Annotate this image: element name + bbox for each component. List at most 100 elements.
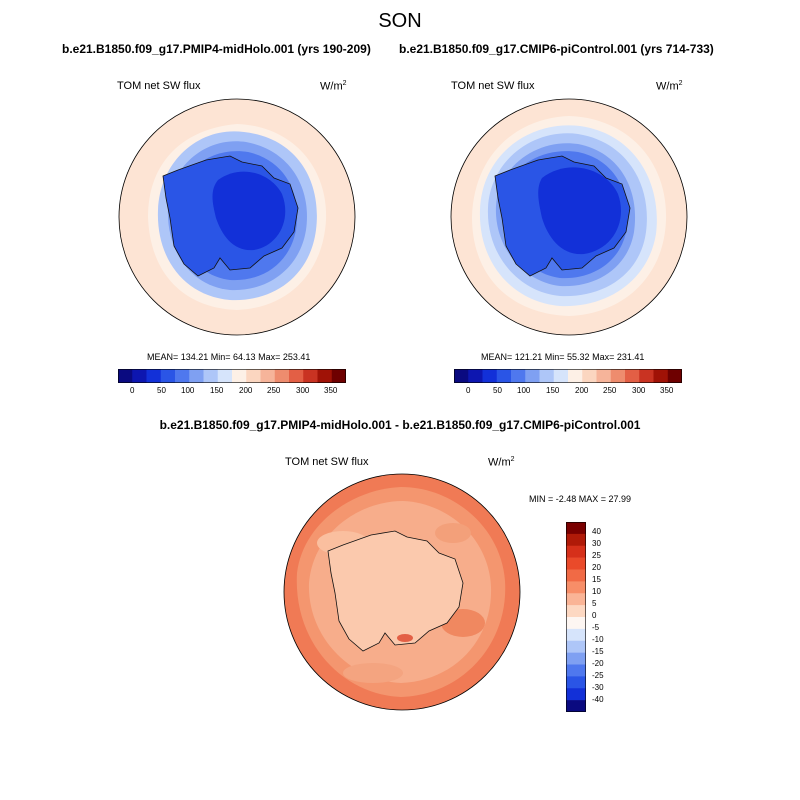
colorbar-swatch [468,369,483,383]
left-tick: 150 [210,386,224,395]
colorbar-swatch [454,369,469,383]
diff-stats: MIN = -2.48 MAX = 27.99 [529,494,632,504]
colorbar-swatch [482,369,498,383]
diff-tick: -15 [592,647,604,656]
diff-tick: 0 [592,611,597,620]
right-variable-label: TOM net SW flux [451,80,535,92]
right-case-title: b.e21.B1850.f09_g17.CMIP6-piControl.001 … [399,42,714,56]
colorbar-swatch [566,617,586,630]
colorbar-swatch [146,369,162,383]
diff-colorbar [566,522,586,712]
figure-title: SON [378,10,422,32]
colorbar-swatch [653,369,669,383]
colorbar-swatch [566,522,586,535]
colorbar-swatch [566,640,586,653]
colorbar-swatch [539,369,555,383]
right-tick: 50 [493,386,502,395]
colorbar-swatch [566,628,586,642]
colorbar-swatch [596,369,612,383]
left-tick: 0 [130,386,135,395]
colorbar-swatch [217,369,233,383]
left-colorbar-ticks: 0 50 100 150 200 250 300 350 [118,386,346,398]
colorbar-swatch [331,369,346,383]
colorbar-swatch [511,369,526,383]
colorbar-swatch [566,664,586,677]
colorbar-swatch [232,369,247,383]
colorbar-swatch [246,369,261,383]
diff-tick: -20 [592,659,604,668]
colorbar-swatch [566,676,586,689]
diff-tick: -5 [592,623,600,632]
diff-title: b.e21.B1850.f09_g17.PMIP4-midHolo.001 - … [159,418,641,432]
colorbar-swatch [610,369,626,383]
colorbar-swatch [175,369,190,383]
colorbar-swatch [274,369,290,383]
diff-tick: -10 [592,635,604,644]
diff-tick: 25 [592,551,601,560]
colorbar-swatch [496,369,512,383]
left-tick: 250 [267,386,281,395]
colorbar-swatch [566,593,586,606]
colorbar-swatch [132,369,147,383]
right-units-exp: 2 [678,80,683,87]
left-case-title: b.e21.B1850.f09_g17.PMIP4-midHolo.001 (y… [62,42,371,56]
left-tick: 50 [157,386,166,395]
colorbar-swatch [566,581,586,594]
right-tick: 300 [632,386,646,395]
colorbar-swatch [582,369,597,383]
right-tick: 0 [466,386,471,395]
diff-variable-label: TOM net SW flux [285,456,369,468]
colorbar-swatch [566,700,586,712]
diff-tick: 5 [592,599,597,608]
left-units-label: W/m2 [320,80,347,93]
right-units-label: W/m2 [656,80,683,93]
right-stats: MEAN= 121.21 Min= 55.32 Max= 231.41 [481,352,645,362]
diff-tick: -30 [592,683,604,692]
diff-tick: -25 [592,671,604,680]
left-stats: MEAN= 134.21 Min= 64.13 Max= 253.41 [147,352,311,362]
left-units-exp: 2 [342,80,347,87]
diff-tick: 15 [592,575,601,584]
colorbar-swatch [566,533,586,547]
colorbar-swatch [667,369,682,383]
right-tick: 250 [603,386,617,395]
colorbar-swatch [289,369,304,383]
diff-tick: -40 [592,695,604,704]
diff-units-exp: 2 [510,456,515,463]
colorbar-swatch [566,605,586,618]
right-colorbar [454,369,682,383]
colorbar-swatch [203,369,219,383]
colorbar-swatch [566,557,586,570]
diff-tick: 20 [592,563,601,572]
colorbar-swatch [189,369,204,383]
colorbar-swatch [260,369,276,383]
diff-colorbar-labels: 40 30 25 20 15 10 5 0 -5 -10 -15 -20 -25… [592,527,622,711]
colorbar-swatch [568,369,583,383]
colorbar-swatch [160,369,176,383]
left-tick: 350 [324,386,338,395]
diff-tick: 30 [592,539,601,548]
left-tick: 200 [239,386,253,395]
right-tick: 350 [660,386,674,395]
right-tick: 200 [575,386,589,395]
diff-polar-map [283,473,521,711]
diff-tick: 10 [592,587,601,596]
diff-tick: 40 [592,527,601,536]
left-colorbar [118,369,346,383]
colorbar-swatch [566,545,586,558]
colorbar-swatch [317,369,333,383]
left-polar-map [118,98,356,336]
left-tick: 300 [296,386,310,395]
left-variable-label: TOM net SW flux [117,80,201,92]
colorbar-swatch [118,369,133,383]
right-tick: 150 [546,386,560,395]
right-colorbar-ticks: 0 50 100 150 200 250 300 350 [454,386,682,398]
diff-units-base: W/m [488,456,511,469]
colorbar-swatch [566,652,586,665]
left-units-base: W/m [320,80,343,93]
colorbar-swatch [525,369,540,383]
right-tick: 100 [517,386,531,395]
colorbar-swatch [566,688,586,701]
left-tick: 100 [181,386,195,395]
colorbar-swatch [303,369,318,383]
